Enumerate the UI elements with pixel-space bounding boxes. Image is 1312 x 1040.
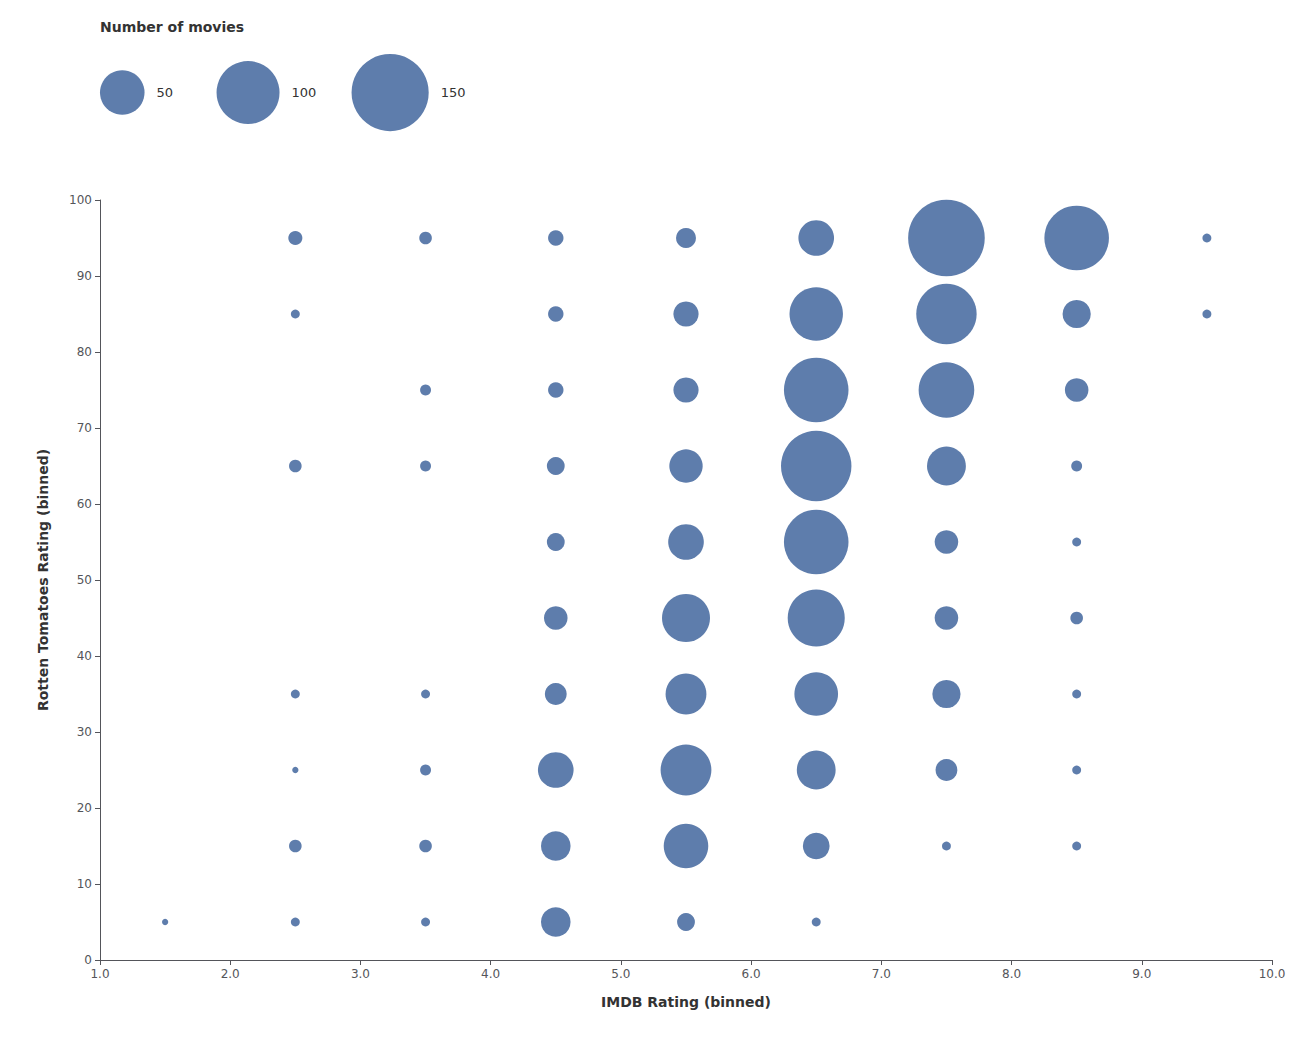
svg-text:60: 60 (77, 497, 92, 511)
svg-text:10.0: 10.0 (1259, 967, 1286, 981)
svg-text:2.0: 2.0 (221, 967, 240, 981)
svg-text:7.0: 7.0 (872, 967, 891, 981)
svg-text:0: 0 (84, 953, 92, 967)
svg-text:6.0: 6.0 (742, 967, 761, 981)
svg-text:3.0: 3.0 (351, 967, 370, 981)
svg-text:50: 50 (157, 85, 174, 100)
svg-text:Number of movies: Number of movies (100, 19, 244, 35)
svg-text:10: 10 (77, 877, 92, 891)
svg-text:70: 70 (77, 421, 92, 435)
svg-text:40: 40 (77, 649, 92, 663)
svg-text:20: 20 (77, 801, 92, 815)
svg-text:5.0: 5.0 (611, 967, 630, 981)
svg-text:9.0: 9.0 (1132, 967, 1151, 981)
svg-text:Rotten Tomatoes Rating (binned: Rotten Tomatoes Rating (binned) (35, 449, 51, 711)
svg-text:8.0: 8.0 (1002, 967, 1021, 981)
svg-text:80: 80 (77, 345, 92, 359)
svg-text:150: 150 (441, 85, 466, 100)
svg-text:50: 50 (77, 573, 92, 587)
svg-text:4.0: 4.0 (481, 967, 500, 981)
svg-text:100: 100 (292, 85, 317, 100)
svg-text:90: 90 (77, 269, 92, 283)
svg-text:100: 100 (69, 193, 92, 207)
svg-text:1.0: 1.0 (90, 967, 109, 981)
svg-text:IMDB Rating (binned): IMDB Rating (binned) (601, 994, 771, 1010)
svg-text:30: 30 (77, 725, 92, 739)
